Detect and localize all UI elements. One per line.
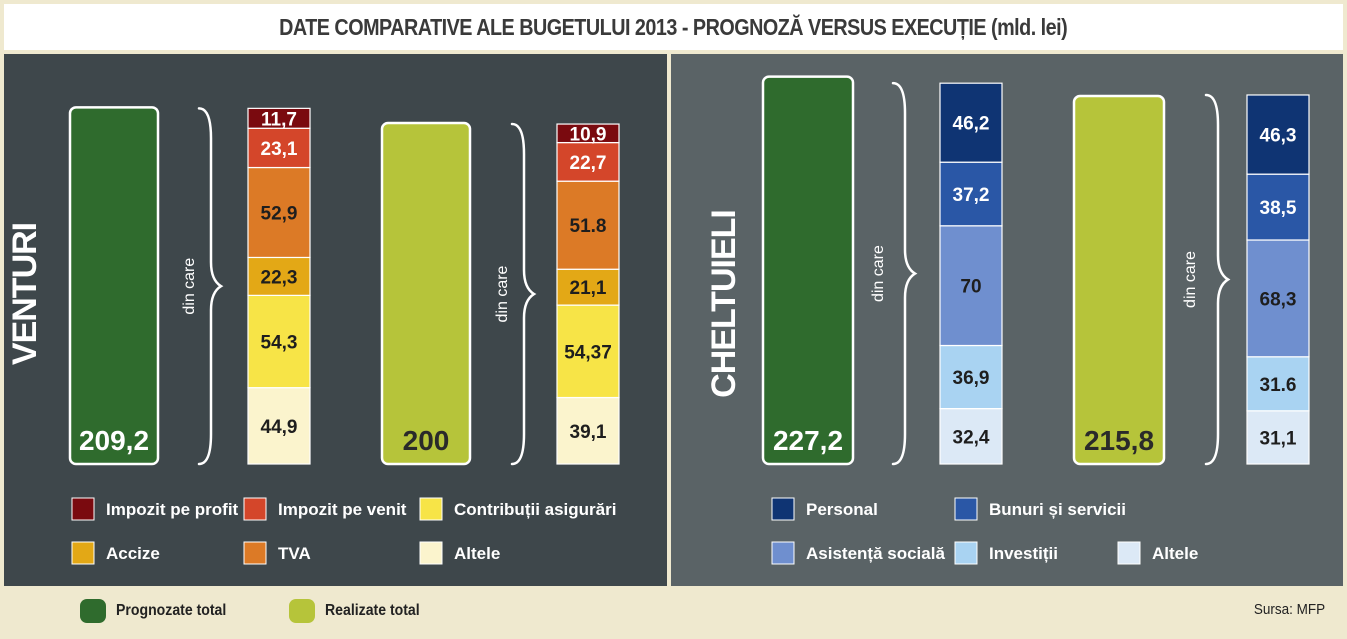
brace-icon (1204, 93, 1231, 466)
segment-impozit-pe-profit (556, 123, 620, 144)
brace-icon (510, 122, 537, 466)
segment-bunuri-si-servicii (1246, 173, 1310, 241)
total-bar-prognozate-total (761, 75, 855, 466)
segment-label-investitii: 31.6 (1260, 375, 1297, 396)
segment-contributii-asigurari (247, 294, 311, 389)
brace-icon (891, 81, 918, 466)
legend-swatch-altele (1117, 541, 1141, 565)
legend-label-actual-total: Realizate total (325, 602, 420, 619)
legend-label-impozit-pe-profit: Impozit pe profit (106, 500, 239, 519)
segment-label-bunuri-si-servicii: 37,2 (953, 185, 990, 206)
segment-label-impozit-pe-venit: 22,7 (570, 153, 607, 174)
segment-altele (556, 396, 620, 465)
legend-swatch-contributii-asigurari (419, 497, 443, 521)
segment-label-impozit-pe-profit: 11,7 (261, 109, 297, 130)
segment-label-accize: 22,3 (261, 267, 298, 288)
legend-label-contributii-asigurari: Contribuții asigurări (454, 500, 616, 519)
footer: Prognozate total Realizate total Sursa: … (4, 588, 1343, 635)
panel-title: CHELTUIELI (705, 210, 743, 398)
total-bar-label: 215,8 (1084, 425, 1154, 456)
expenses-chart: CHELTUIELI 227,2 din care 32,4 36,9 70 37,2 46,… (705, 75, 1310, 565)
segment-label-tva: 52,9 (261, 203, 298, 224)
segment-label-altele: 32,4 (953, 427, 990, 448)
legend-swatch-altele (419, 541, 443, 565)
legend-swatch-impozit-pe-profit (71, 497, 95, 521)
legend-label-bunuri-si-servicii: Bunuri și servicii (989, 500, 1126, 519)
brace-label: din care (494, 265, 511, 322)
revenues-panel: VENTURI 209,2 din care 44,9 54,3 22,3 52,9 23,1… (4, 54, 667, 586)
total-bar-label: 209,2 (79, 425, 149, 456)
segment-bunuri-si-servicii (939, 161, 1003, 227)
segment-impozit-pe-venit (247, 127, 311, 169)
legend-label-investitii: Investiții (989, 544, 1058, 563)
brace-label: din care (1182, 251, 1199, 308)
segment-impozit-pe-profit (247, 107, 311, 129)
segment-label-impozit-pe-profit: 10,9 (570, 124, 607, 145)
total-bar-label: 200 (403, 425, 450, 456)
legend-label-tva: TVA (278, 544, 311, 563)
segment-label-tva: 51.8 (570, 216, 607, 237)
legend-label-personal: Personal (806, 500, 878, 519)
expenses-panel: CHELTUIELI 227,2 din care 32,4 36,9 70 37,2 46,… (671, 54, 1343, 586)
segment-label-investitii: 36,9 (953, 368, 990, 389)
segment-personal (1246, 94, 1310, 175)
legend-swatch-personal (771, 497, 795, 521)
segment-altele (939, 407, 1003, 465)
panel-title: VENTURI (6, 223, 44, 365)
legend-label-altele: Altele (454, 544, 500, 563)
legend-label-impozit-pe-venit: Impozit pe venit (278, 500, 407, 519)
revenues-chart: VENTURI 209,2 din care 44,9 54,3 22,3 52,9 23,1… (6, 106, 620, 565)
segment-contributii-asigurari (556, 304, 620, 399)
legend-swatch-asistenta-sociala (771, 541, 795, 565)
segment-label-contributii-asigurari: 54,37 (564, 342, 612, 363)
legend-item-forecast-total: Prognozate total (80, 599, 241, 623)
legend-swatch-tva (243, 541, 267, 565)
segment-label-personal: 46,2 (953, 114, 990, 135)
legend-swatch-actual-total (289, 599, 315, 623)
legend-swatch-impozit-pe-venit (243, 497, 267, 521)
source-note: Sursa: MFP (1253, 601, 1325, 618)
total-bar-realizate-total (1072, 94, 1166, 466)
title-bar: DATE COMPARATIVE ALE BUGETULUI 2013 - PR… (4, 4, 1343, 50)
legend-label-accize: Accize (106, 544, 160, 563)
segment-label-altele: 44,9 (261, 417, 298, 438)
legend-swatch-accize (71, 541, 95, 565)
segment-label-accize: 21,1 (570, 278, 607, 299)
segment-label-asistenta-sociala: 68,3 (1260, 289, 1297, 310)
segment-accize (556, 268, 620, 306)
segment-altele (1246, 410, 1310, 465)
legend-label-altele: Altele (1152, 544, 1198, 563)
segment-label-impozit-pe-venit: 23,1 (261, 139, 298, 160)
segment-asistenta-sociala (939, 225, 1003, 347)
total-bar-label: 227,2 (773, 425, 843, 456)
segment-tva (247, 166, 311, 259)
legend-swatch-bunuri-si-servicii (954, 497, 978, 521)
total-bar-realizate-total (380, 121, 472, 466)
segment-investitii (1246, 356, 1310, 412)
segment-label-altele: 31,1 (1260, 428, 1297, 449)
segment-personal (939, 82, 1003, 163)
segment-label-contributii-asigurari: 54,3 (261, 333, 298, 354)
legend-swatch-forecast-total (80, 599, 106, 623)
legend-label-forecast-total: Prognozate total (116, 602, 227, 619)
segment-label-altele: 39,1 (570, 422, 607, 443)
brace-label: din care (181, 258, 198, 315)
legend-label-asistenta-sociala: Asistență socială (806, 544, 945, 563)
segment-label-asistenta-sociala: 70 (960, 277, 981, 298)
segment-altele (247, 387, 311, 465)
legend-swatch-investitii (954, 541, 978, 565)
brace-label: din care (870, 245, 887, 302)
legend-item-actual-total: Realizate total (289, 599, 433, 623)
segment-label-bunuri-si-servicii: 38,5 (1260, 198, 1297, 219)
brace-icon (197, 107, 224, 466)
total-bar-prognozate-total (68, 106, 160, 466)
segment-tva (556, 180, 620, 270)
chart-title: DATE COMPARATIVE ALE BUGETULUI 2013 - PR… (279, 13, 1068, 40)
segment-label-personal: 46,3 (1260, 126, 1297, 147)
